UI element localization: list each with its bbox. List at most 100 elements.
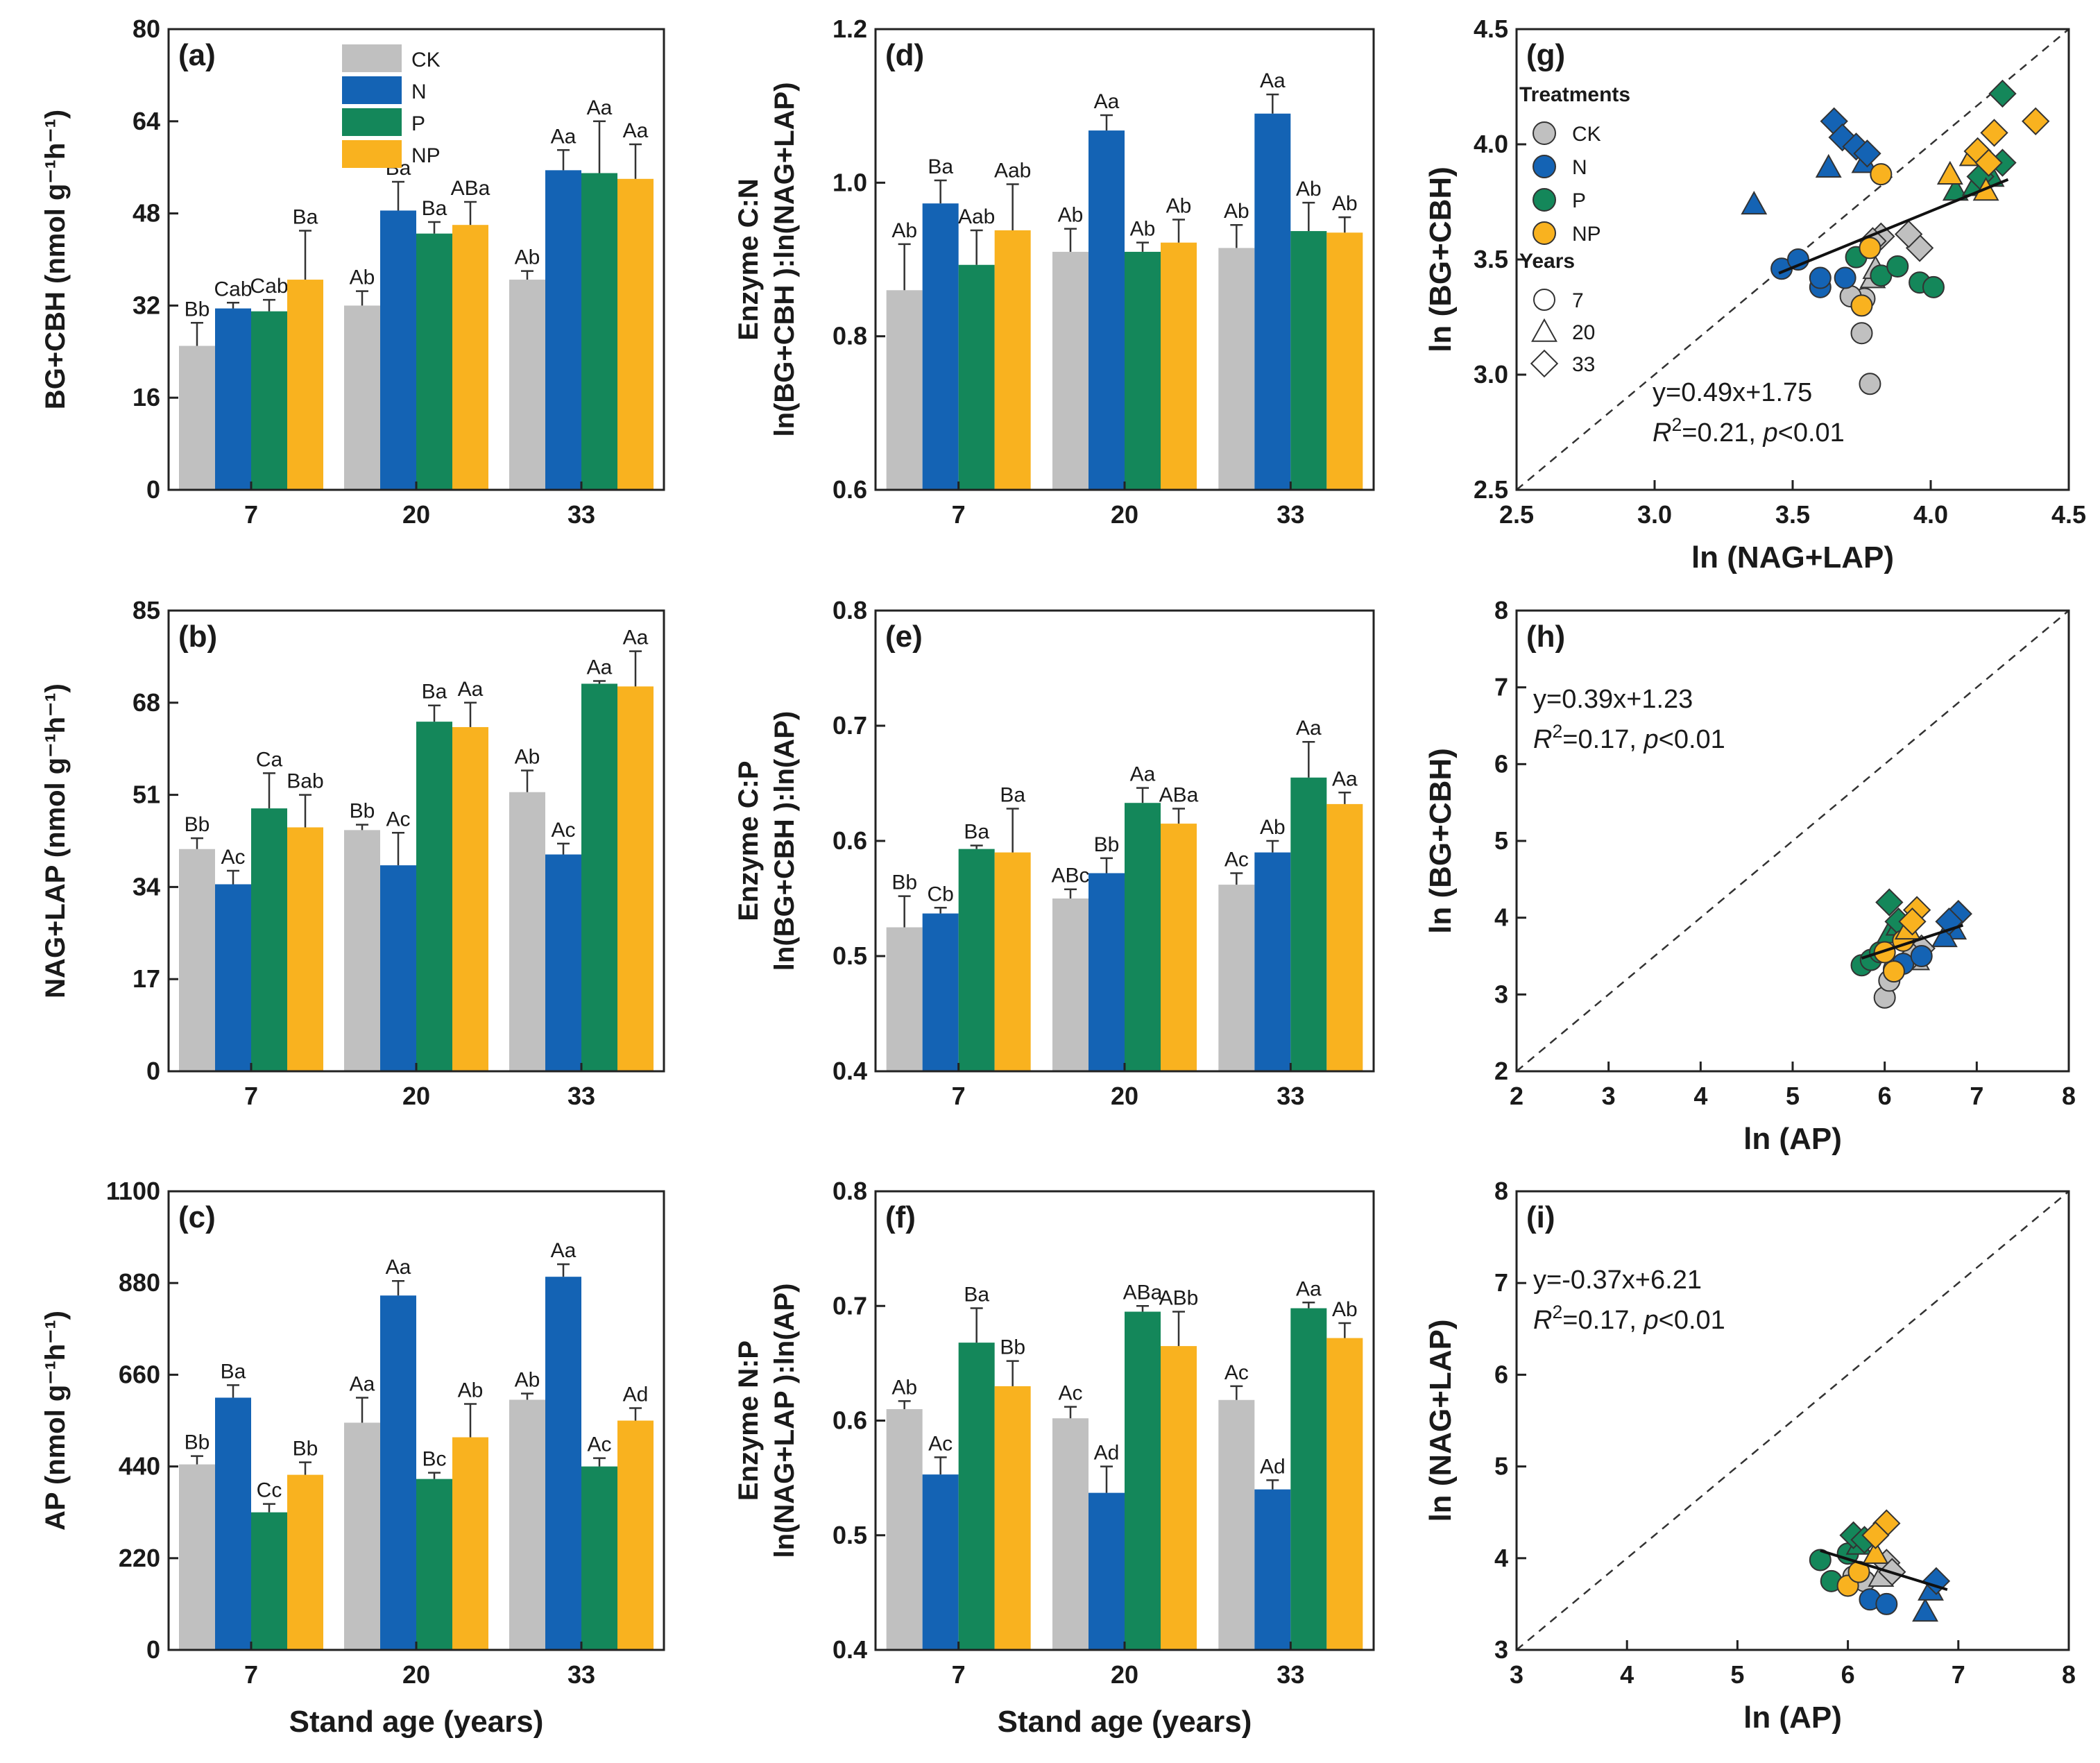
y-axis-label: Enzyme C:N <box>733 178 764 340</box>
bar-CK-33 <box>1218 248 1255 490</box>
significance-label: Aa <box>1296 1277 1322 1300</box>
bar-NP-33 <box>617 1420 654 1650</box>
x-tick-label: 5 <box>1786 1082 1800 1110</box>
bar-N-33 <box>545 170 581 490</box>
bar-CK-7 <box>179 1464 215 1650</box>
significance-label: Ab <box>1332 1298 1358 1321</box>
panel-i: 3 4 5 6 7 8 3 4 5 6 7 8 (i) ln (AP) ln (NAG+LAP) y=-0.3… <box>1424 1177 2076 1735</box>
significance-label: Bb <box>891 871 917 894</box>
y-tick-label: 0 <box>146 1057 160 1085</box>
point-marker <box>1988 79 2017 108</box>
significance-label: Bb <box>185 813 210 836</box>
y-axis-label: Enzyme C:P <box>733 760 764 921</box>
x-axis-label: ln (AP) <box>1743 1122 1842 1156</box>
x-tick-label: 7 <box>952 1660 966 1689</box>
significance-label: Aab <box>958 205 995 228</box>
x-tick-label: 4 <box>1693 1082 1707 1110</box>
bar-CK-33 <box>1218 1399 1255 1650</box>
significance-label: Ab <box>350 266 375 289</box>
y-tick-label: 0.8 <box>833 1177 867 1205</box>
x-tick-label: 7 <box>1952 1660 1965 1689</box>
y-tick-label: 80 <box>133 15 160 43</box>
significance-label: Bb <box>185 1431 210 1454</box>
point-marker <box>1533 155 1556 178</box>
x-tick-label: 20 <box>1111 1082 1138 1110</box>
y-tick-label: 7 <box>1494 1268 1508 1297</box>
panel-d: Ab Ab Ab Ba Aa Aa Aab Ab Ab Aab Ab Ab 0.6 0.8 1.0 1.2 7 2… <box>733 15 1375 529</box>
significance-label: Ac <box>1058 1382 1082 1405</box>
y-tick-label: 4.0 <box>1474 130 1508 158</box>
significance-label: Ab <box>1260 816 1286 839</box>
bar-N-20 <box>1089 873 1125 1071</box>
regression-line <box>1778 178 2009 275</box>
significance-label: Cab <box>250 275 288 298</box>
y-tick-label: 3 <box>1494 980 1508 1008</box>
bar-P-20 <box>416 722 452 1071</box>
significance-label: Aa <box>1260 69 1286 92</box>
point-marker <box>1882 960 1905 983</box>
bar-NP-7 <box>287 1474 323 1650</box>
x-tick-label: 33 <box>1277 1082 1304 1110</box>
bar-P-33 <box>581 1466 617 1650</box>
y-tick-label: 3.0 <box>1474 360 1508 389</box>
y-tick-label: 68 <box>133 688 160 717</box>
regression-equation: y=-0.37x+6.21 <box>1533 1266 1702 1295</box>
x-tick-label: 20 <box>1111 1660 1138 1689</box>
bar-P-20 <box>416 233 452 490</box>
bar-NP-20 <box>452 1437 488 1650</box>
bar-N-20 <box>380 865 416 1071</box>
point-marker <box>1875 888 1904 917</box>
x-tick-label: 33 <box>567 1660 595 1689</box>
bar-N-33 <box>1254 1489 1291 1650</box>
scatter-legend: Treatments CK NP NP Years 7 20 33 <box>1519 83 1630 378</box>
bar-P-33 <box>1290 777 1327 1071</box>
significance-label: Ba <box>293 206 318 229</box>
y-tick-label: 4 <box>1494 903 1508 932</box>
legend-entry-year: 20 <box>1572 321 1595 344</box>
significance-label: Aa <box>1094 90 1120 113</box>
legend-swatch-N <box>342 76 402 104</box>
y-tick-label: 32 <box>133 291 160 319</box>
bar-N-20 <box>1089 130 1125 490</box>
y-axis-label-sub: ln(NAG+LAP ):ln(AP) <box>769 1284 800 1558</box>
panel-h: 2 3 4 5 6 7 8 2 3 4 5 6 7 8 (h) ln (AP) ln (BG+CBH) y=0.3… <box>1424 596 2076 1156</box>
x-tick-label: 2.5 <box>1499 500 1534 529</box>
bar-P-20 <box>1125 251 1161 490</box>
bar-N-20 <box>1089 1492 1125 1650</box>
legend-title-treatments: Treatments <box>1519 83 1630 106</box>
legend-entry: N <box>1572 156 1587 179</box>
bar-P-20 <box>416 1479 452 1650</box>
point-marker <box>1936 160 1963 185</box>
y-tick-label: 5 <box>1494 826 1508 855</box>
significance-label: Ab <box>1058 204 1084 227</box>
x-tick-label: 7 <box>1970 1082 1983 1110</box>
y-tick-label: 660 <box>119 1360 160 1388</box>
significance-label: Cc <box>257 1479 282 1502</box>
x-tick-label: 20 <box>402 500 430 529</box>
regression-equation: y=0.49x+1.75 <box>1653 378 1812 407</box>
significance-label: Aa <box>587 656 613 679</box>
significance-label: Aa <box>1332 767 1358 790</box>
point-marker <box>1815 153 1842 178</box>
panel-label: (g) <box>1526 38 1565 72</box>
significance-label: Ac <box>587 1433 611 1456</box>
significance-label: Ab <box>1166 194 1192 217</box>
y-tick-label: 16 <box>133 383 160 411</box>
legend-entry: P <box>1572 189 1586 212</box>
y-tick-label: 51 <box>133 781 160 809</box>
bar-P-33 <box>1290 231 1327 490</box>
y-tick-label: 1.0 <box>833 168 867 196</box>
y-axis-label: NAG+LAP (nmol g⁻¹h⁻¹) <box>40 683 71 998</box>
y-tick-label: 1100 <box>106 1177 160 1205</box>
y-tick-label: 0 <box>146 1635 160 1664</box>
significance-label: Ac <box>221 846 245 869</box>
y-tick-label: 0 <box>146 475 160 504</box>
x-tick-label: 3 <box>1602 1082 1616 1110</box>
panel-label: (e) <box>885 620 923 654</box>
bar-P-20 <box>1125 803 1161 1071</box>
significance-label: Aa <box>1296 717 1322 740</box>
y-axis-label: ln (BG+CBH) <box>1424 167 1458 352</box>
panel-f: Ab Ac Ac Ac Ad Ad Ba ABa Aa Bb ABb Ab 0.4 0.5 0.6 0.7 0.… <box>733 1177 1375 1739</box>
y-tick-label: 4 <box>1494 1544 1508 1572</box>
